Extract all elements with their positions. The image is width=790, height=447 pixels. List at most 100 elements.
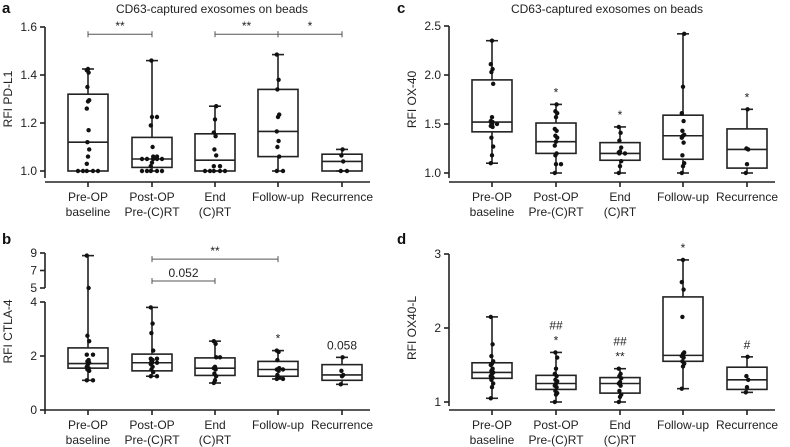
data-point <box>679 170 684 176</box>
data-point <box>275 144 280 150</box>
data-point <box>553 109 558 114</box>
x-tick-label: Recurrence <box>716 418 778 432</box>
x-tick-label: Pre-OP <box>472 190 512 204</box>
data-point <box>211 168 216 174</box>
panel-letter: a <box>2 0 11 17</box>
significance-label: 0.058 <box>327 338 357 352</box>
data-point <box>553 161 559 167</box>
x-tick-label: Recurrence <box>716 190 778 204</box>
data-point <box>552 371 557 377</box>
data-point <box>280 376 286 382</box>
data-point <box>339 153 344 158</box>
panel-c: c CD63-captured exosomes on beads RFI OX-4… <box>397 0 778 219</box>
data-point <box>488 396 493 401</box>
data-point <box>280 367 286 372</box>
bracket-label: ** <box>210 244 220 258</box>
x-tick-label: Follow-up <box>252 190 304 204</box>
data-point <box>222 168 228 174</box>
data-point <box>679 111 684 116</box>
x-tick-label: baseline <box>66 205 111 219</box>
data-point <box>341 372 346 378</box>
data-point <box>217 168 223 174</box>
significance-bracket: 0.052 <box>151 266 216 284</box>
data-point <box>212 364 218 369</box>
significance-bracket: ** <box>151 244 279 263</box>
significance-bracket: ** <box>214 19 279 38</box>
data-point <box>617 379 623 385</box>
data-point <box>619 392 624 397</box>
data-point <box>488 161 493 166</box>
data-point <box>622 151 628 156</box>
chart-title: CD63-captured exosomes on beads <box>511 2 703 16</box>
data-point <box>553 139 559 144</box>
x-tick-label: Follow-up <box>252 418 304 432</box>
data-point <box>681 118 686 124</box>
data-point <box>85 140 90 145</box>
data-point <box>80 168 86 174</box>
data-point <box>682 31 687 37</box>
data-point <box>274 129 279 134</box>
data-point <box>211 338 216 344</box>
data-point <box>617 163 623 169</box>
data-point <box>85 66 91 72</box>
data-point <box>90 168 96 174</box>
data-point <box>341 159 346 164</box>
data-point <box>274 52 279 57</box>
y-tick-label: 4 <box>30 295 37 309</box>
data-point <box>84 106 90 111</box>
x-tick-label: Pre-(C)RT <box>124 205 180 219</box>
x-tick-label: baseline <box>470 205 515 219</box>
data-point <box>87 147 92 152</box>
data-point <box>149 58 154 63</box>
y-tick-label: 5 <box>30 281 37 295</box>
data-point <box>619 159 624 164</box>
x-tick-label: Post-OP <box>533 190 578 204</box>
data-point <box>217 355 223 360</box>
data-point <box>552 399 557 405</box>
data-point <box>490 66 495 72</box>
data-point <box>207 168 213 174</box>
data-point <box>154 356 160 361</box>
data-point <box>277 154 282 159</box>
x-tick-label: Pre-OP <box>68 190 108 204</box>
data-point <box>553 366 559 371</box>
data-point <box>340 355 345 360</box>
data-point <box>488 314 493 320</box>
data-point <box>84 168 90 174</box>
data-point <box>213 134 218 139</box>
data-point <box>87 98 92 103</box>
data-point <box>276 138 281 144</box>
y-tick-label: 2 <box>434 321 441 335</box>
x-tick-label: baseline <box>470 433 515 447</box>
data-point <box>679 386 684 391</box>
data-point <box>154 154 160 159</box>
data-point <box>275 87 280 92</box>
significance-label: ** <box>615 350 625 364</box>
box-4: # <box>726 338 768 395</box>
box-0 <box>471 38 513 166</box>
data-point <box>85 84 90 90</box>
data-point <box>154 114 160 120</box>
x-tick-label: (C)RT <box>604 205 637 219</box>
data-point <box>617 138 622 143</box>
box-0 <box>471 314 513 401</box>
data-point <box>553 350 558 355</box>
box-2: ##** <box>599 335 641 405</box>
x-tick-label: Pre-(C)RT <box>124 433 180 447</box>
box-iqr <box>67 93 109 172</box>
data-point <box>139 156 145 162</box>
significance-label: * <box>554 85 559 99</box>
y-axis-label: RFI OX40-L <box>405 296 419 360</box>
data-point <box>202 168 208 174</box>
data-point <box>84 378 90 383</box>
data-point <box>340 147 345 152</box>
x-tick-label: (C)RT <box>199 433 232 447</box>
y-tick-label: 1.6 <box>20 20 37 34</box>
significance-label: # <box>744 338 751 352</box>
data-point <box>745 354 750 360</box>
data-point <box>149 114 155 120</box>
data-point <box>744 161 750 167</box>
data-point <box>681 140 686 145</box>
x-tick-label: Post-OP <box>129 418 174 432</box>
